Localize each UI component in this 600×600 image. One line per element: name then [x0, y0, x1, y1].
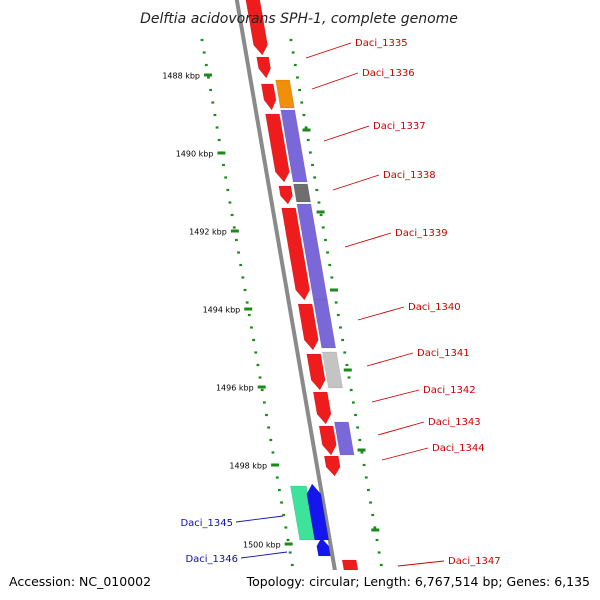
label-leader-line	[377, 421, 425, 436]
tick-label: 1500 kbp	[243, 541, 281, 550]
gene-label: Daci_1335	[355, 38, 408, 49]
label-leader-line	[311, 72, 359, 90]
gene-arrow-daci-1339	[281, 207, 311, 301]
gene-arrow-daci-1343	[318, 425, 337, 456]
label-leader-line	[397, 560, 445, 567]
tick-label: 1498 kbp	[229, 462, 267, 471]
topology-summary: Topology: circular; Length: 6,767,514 bp…	[246, 574, 590, 589]
gene-label: Daci_1346	[185, 554, 238, 565]
gene-label: Daci_1342	[423, 385, 476, 396]
label-leader-line	[344, 232, 392, 248]
label-leader-line	[357, 306, 405, 321]
gene-label: Daci_1343	[428, 417, 481, 428]
gene-label-layer: Daci_1335 Daci_1336 Daci_1337 Daci_1338 Daci…	[180, 38, 500, 567]
label-leader-line	[332, 174, 380, 191]
gene-label: Daci_1344	[432, 443, 485, 454]
label-leader-line	[240, 551, 288, 559]
gene-label: Daci_1336	[362, 68, 415, 79]
gene-arrow-daci-1346	[316, 537, 331, 557]
gene-arrow-daci-1342	[312, 391, 332, 425]
background-layer: 1488 kbp 1490 kbp 1492 kbp 1494 kbp 1496 kbp…	[162, 0, 387, 600]
gene-label: Daci_1338	[383, 170, 436, 181]
accession-label: Accession: NC_010002	[9, 574, 151, 589]
gene-feature-layer	[245, 0, 380, 600]
label-leader-line	[305, 42, 352, 59]
gene-label: Daci_1341	[417, 348, 470, 359]
gene-label: Daci_1339	[395, 228, 448, 239]
gene-block-daci-1336	[275, 79, 295, 109]
gene-label: Daci_1345	[180, 518, 233, 529]
gene-arrow-daci-1337	[265, 113, 290, 183]
gene-arrow-daci-1341	[306, 353, 326, 391]
gene-block-daci-1340	[313, 299, 337, 349]
gene-arrow-daci-1335b	[256, 56, 271, 79]
gene-block-daci-1337	[280, 109, 308, 183]
gene-label: Daci_1340	[408, 302, 461, 313]
gene-label: Daci_1347	[448, 556, 501, 567]
label-leader-line	[381, 447, 429, 461]
label-leader-line	[235, 515, 284, 523]
gene-label: Daci_1337	[373, 121, 426, 132]
tick-label: 1494 kbp	[203, 306, 241, 315]
gene-arrow-daci-1336	[260, 83, 277, 111]
label-leader-line	[323, 125, 370, 142]
gene-arrow-daci-1340	[297, 303, 319, 351]
gene-block-daci-1343	[334, 421, 355, 456]
gene-block-daci-1341	[322, 351, 343, 389]
gene-arrow-daci-1335	[245, 0, 268, 56]
gene-arrow-daci-1344	[323, 455, 341, 477]
gene-block-daci-1338	[293, 183, 311, 203]
label-leader-line	[366, 352, 414, 367]
tick-label: 1496 kbp	[216, 384, 254, 393]
map-title: Delftia acidovorans SPH-1, complete geno…	[140, 11, 458, 27]
tick-label: 1490 kbp	[176, 150, 214, 159]
tick-label: 1488 kbp	[162, 72, 200, 81]
backbone-line	[234, 0, 343, 600]
footer-background	[0, 570, 600, 600]
gene-arrow-daci-1338	[278, 185, 293, 205]
tick-label: 1492 kbp	[189, 228, 227, 237]
label-leader-line	[371, 389, 420, 403]
